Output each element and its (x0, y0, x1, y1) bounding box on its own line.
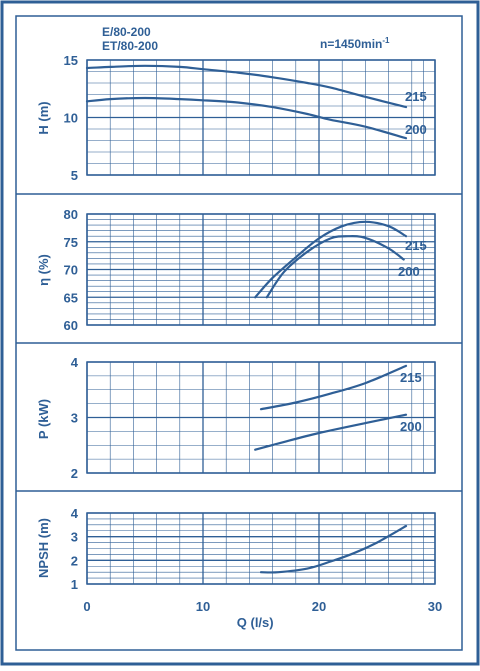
x-tick-label: 10 (196, 599, 210, 614)
x-tick-label: 0 (83, 599, 90, 614)
y-tick-label: 2 (71, 466, 78, 481)
y-tick-label: 65 (64, 290, 78, 305)
y-tick-label: 10 (64, 111, 78, 126)
y-tick-label: 4 (71, 355, 79, 370)
series-label-215: 215 (400, 370, 422, 385)
series-line-200 (265, 235, 405, 299)
plot-area (86, 213, 436, 326)
y-tick-label: 60 (64, 318, 78, 333)
panel-3: 1 2 3 4 NPSH (m) 0 10 20 30 Q (l/s) (36, 506, 442, 630)
x-tick-label: 30 (428, 599, 442, 614)
y-axis-label: H (m) (36, 101, 51, 134)
y-tick-label: 3 (71, 411, 78, 426)
plot-area (86, 512, 436, 585)
x-tick-label: 20 (312, 599, 326, 614)
panel-1: 60 65 70 75 80 η (%) 215 200 (36, 207, 436, 333)
y-axis-label: η (%) (36, 254, 51, 286)
series-line-200 (254, 413, 408, 451)
speed-label: n=1450min-1 (320, 36, 390, 51)
model-label: ET/80-200 (102, 39, 158, 53)
y-axis-label: NPSH (m) (36, 518, 51, 578)
y-tick-label: 1 (71, 577, 78, 592)
series-line-200 (85, 96, 408, 140)
y-tick-label: 2 (71, 553, 78, 568)
model-label: E/80-200 (102, 25, 151, 39)
plot-area (86, 361, 436, 474)
y-tick-label: 4 (71, 506, 79, 521)
inner-frame (15, 15, 463, 651)
series-label-215: 215 (405, 238, 427, 253)
series-label-200: 200 (398, 264, 420, 279)
y-tick-label: 15 (64, 53, 78, 68)
series-label-215: 215 (405, 89, 427, 104)
series-line-215 (254, 220, 408, 299)
panel-2: 2 3 4 P (kW) 215 200 (36, 355, 436, 481)
y-axis-label: P (kW) (36, 399, 51, 439)
series-label-200: 200 (400, 419, 422, 434)
series-line-215 (85, 64, 408, 109)
series-line-npsh (259, 524, 408, 574)
y-tick-label: 5 (71, 168, 78, 183)
y-tick-label: 70 (64, 263, 78, 278)
y-tick-label: 75 (64, 235, 78, 250)
panel-0: 5 10 15 H (m) 215 200 (36, 53, 436, 183)
x-axis-label: Q (l/s) (237, 615, 274, 630)
plot-area (86, 59, 436, 176)
y-tick-label: 80 (64, 207, 78, 222)
series-line-215 (259, 364, 408, 411)
series-label-200: 200 (405, 122, 427, 137)
y-tick-label: 3 (71, 530, 78, 545)
